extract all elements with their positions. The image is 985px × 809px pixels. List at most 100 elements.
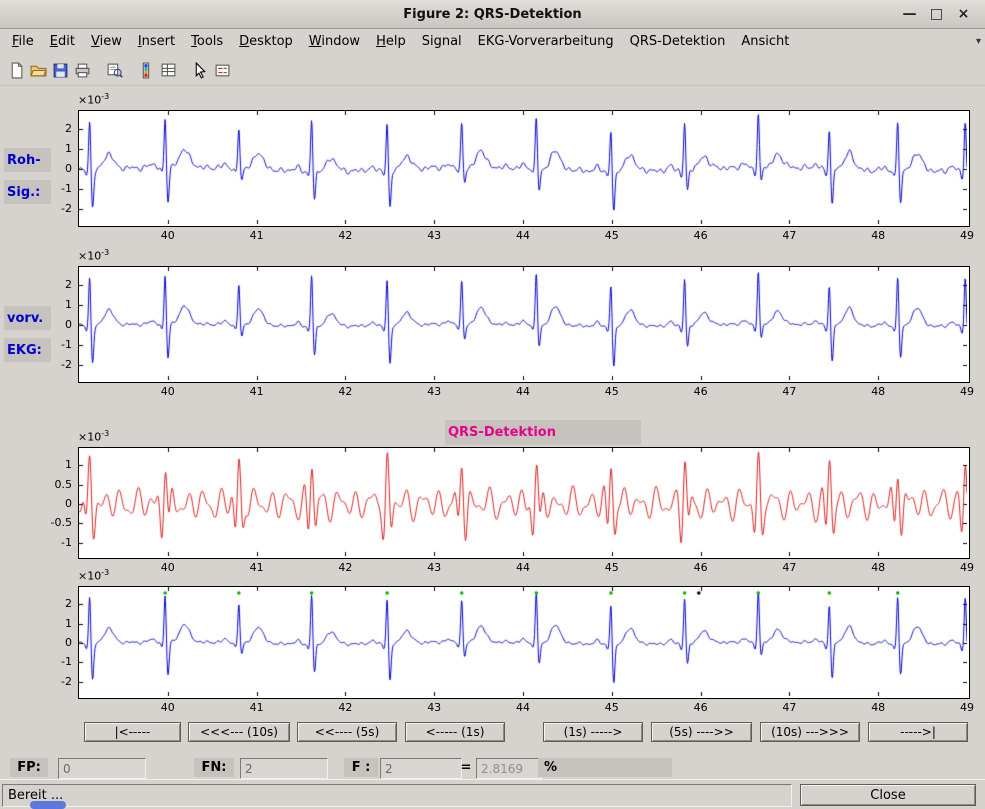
x-tick-label: 43 — [427, 561, 442, 574]
close-button[interactable]: Close — [800, 784, 976, 806]
x-tick-label: 40 — [160, 229, 175, 242]
qrs-detektion-title-text: QRS-Detektion — [448, 425, 556, 440]
x-tick-label: 48 — [871, 385, 886, 398]
menubar-overflow-icon[interactable]: ▾ — [975, 36, 981, 47]
percent-label: % — [538, 758, 672, 777]
nav-back-10s-button[interactable]: <<<--- (10s) — [188, 722, 290, 742]
menubar: File Edit View Insert Tools Desktop Window Help… — [0, 29, 985, 54]
nav-jump-end-button[interactable]: ----->| — [868, 722, 968, 742]
x-tick-label: 42 — [338, 385, 353, 398]
menu-signal[interactable]: Signal — [421, 34, 462, 49]
x-tick-label: 46 — [693, 561, 708, 574]
label-sig: Sig.: — [4, 180, 51, 204]
y-tick-label: -1 — [61, 182, 72, 195]
fn-label: FN: — [194, 758, 234, 777]
result-field[interactable] — [476, 758, 542, 779]
f-field[interactable] — [380, 758, 462, 779]
maximize-icon[interactable]: □ — [929, 6, 944, 22]
x-tick-label: 45 — [604, 561, 619, 574]
window-controls: — □ × — [896, 0, 977, 28]
menu-edit[interactable]: Edit — [49, 34, 75, 49]
qrs-detektion-title: QRS-Detektion — [445, 420, 641, 445]
menu-help[interactable]: Help — [376, 34, 406, 49]
plot3-axes — [78, 447, 970, 559]
x-tick-label: 43 — [427, 701, 442, 714]
x-tick-label: 42 — [338, 561, 353, 574]
plot1-axes — [78, 110, 970, 227]
x-tick-label: 40 — [160, 561, 175, 574]
statusbar: Bereit ... Close — [0, 779, 985, 809]
menu-file[interactable]: File — [12, 34, 34, 49]
x-tick-label: 47 — [782, 561, 797, 574]
x-tick-label: 43 — [427, 385, 442, 398]
nav-forward-5s-button[interactable]: (5s) ---->> — [651, 722, 752, 742]
y-tick-label: -1 — [61, 535, 72, 549]
x-tick-label: 49 — [960, 385, 974, 398]
equals-label: = — [460, 760, 472, 775]
y-tick-label: 0 — [65, 635, 72, 649]
menu-desktop[interactable]: Desktop — [239, 34, 293, 49]
y-tick-label: -2 — [61, 674, 72, 688]
menu-qrs-detektion[interactable]: QRS-Detektion — [629, 34, 726, 49]
minimize-icon[interactable]: — — [902, 6, 917, 22]
plot4-canvas — [79, 587, 967, 696]
x-tick-label: 49 — [960, 701, 974, 714]
y-tick-label: 0 — [65, 496, 72, 510]
save-figure-icon[interactable] — [49, 59, 71, 81]
x-tick-label: 49 — [960, 229, 974, 242]
y-tick-label: -2 — [61, 358, 72, 371]
y-tick-label: 1 — [65, 298, 72, 311]
x-tick-label: 47 — [782, 701, 797, 714]
menu-ekg-vorverarbeitung[interactable]: EKG-Vorverarbeitung — [477, 34, 614, 49]
y-tick-label: 1 — [65, 458, 72, 472]
insert-legend-icon[interactable] — [211, 59, 233, 81]
x-tick-label: 40 — [160, 385, 175, 398]
x-tick-label: 41 — [249, 561, 264, 574]
x-tick-label: 46 — [693, 229, 708, 242]
x-tick-label: 45 — [604, 229, 619, 242]
plot2-canvas — [79, 267, 967, 380]
close-icon[interactable]: × — [957, 6, 970, 22]
open-file-icon[interactable] — [27, 59, 49, 81]
nav-forward-1s-button[interactable]: (1s) -----> — [543, 722, 643, 742]
print-preview-icon[interactable] — [103, 59, 125, 81]
arrow-pointer-icon[interactable] — [189, 59, 211, 81]
x-tick-label: 46 — [693, 701, 708, 714]
x-tick-label: 42 — [338, 229, 353, 242]
fp-field[interactable] — [58, 758, 146, 779]
x-tick-label: 41 — [249, 385, 264, 398]
x-tick-label: 44 — [516, 701, 530, 714]
y-tick-label: 2 — [65, 122, 72, 135]
menu-ansicht[interactable]: Ansicht — [741, 34, 790, 49]
fp-label: FP: — [10, 758, 48, 777]
y-tick-label: 1 — [65, 616, 72, 630]
fn-field[interactable] — [240, 758, 328, 779]
menu-tools[interactable]: Tools — [191, 34, 224, 49]
y-tick-label: 0 — [65, 162, 72, 175]
y-tick-label: 2 — [65, 278, 72, 291]
colorbar-icon[interactable] — [135, 59, 157, 81]
x-tick-label: 48 — [871, 229, 886, 242]
menu-insert[interactable]: Insert — [137, 34, 176, 49]
nav-jump-start-button[interactable]: |<----- — [84, 722, 181, 742]
nav-forward-10s-button[interactable]: (10s) --->>> — [760, 722, 860, 742]
x-tick-label: 47 — [782, 229, 797, 242]
menu-window[interactable]: Window — [308, 34, 361, 49]
x-tick-label: 44 — [516, 561, 530, 574]
x-tick-label: 47 — [782, 385, 797, 398]
x-tick-label: 43 — [427, 229, 442, 242]
new-figure-icon[interactable] — [5, 59, 27, 81]
titlebar: Figure 2: QRS-Detektion — □ × — [0, 0, 985, 29]
nav-back-1s-button[interactable]: <----- (1s) — [405, 722, 505, 742]
edit-plot-table-icon[interactable] — [157, 59, 179, 81]
y-tick-label: -1 — [61, 338, 72, 351]
plot3-exponent-label: ×10-3 — [78, 429, 110, 444]
nav-back-5s-button[interactable]: <<---- (5s) — [297, 722, 397, 742]
y-tick-label: 2 — [65, 597, 72, 611]
x-tick-label: 41 — [249, 701, 264, 714]
y-tick-label: -2 — [61, 202, 72, 215]
print-figure-icon[interactable] — [71, 59, 93, 81]
menu-view[interactable]: View — [90, 34, 122, 49]
plot1-exponent-label: ×10-3 — [78, 92, 110, 107]
